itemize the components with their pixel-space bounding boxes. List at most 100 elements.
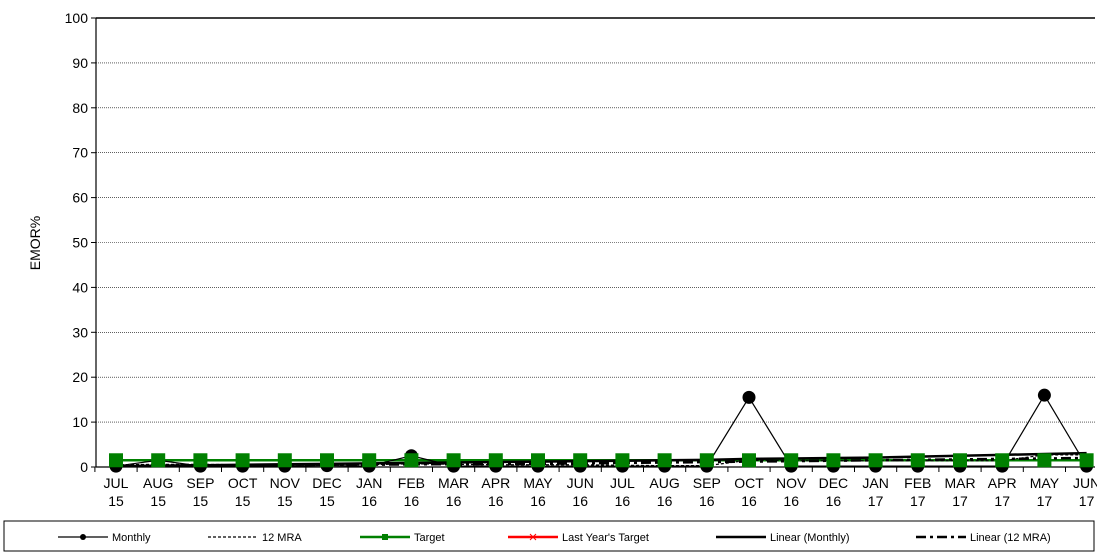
marker-target [657, 453, 672, 468]
marker-target [995, 453, 1010, 468]
x-tick-label-month: NOV [270, 475, 301, 491]
y-tick-label: 0 [80, 459, 88, 475]
legend-marker [529, 533, 537, 541]
x-tick-label-month: DEC [819, 475, 849, 491]
legend-label: Linear (12 MRA) [970, 532, 1051, 544]
x-tick-label-year: 16 [657, 493, 673, 509]
x-tick-label-month: NOV [776, 475, 807, 491]
x-tick-label-year: 15 [193, 493, 209, 509]
legend-marker [80, 534, 86, 540]
x-tick-label-month: FEB [904, 475, 931, 491]
x-tick-label-month: SEP [693, 475, 721, 491]
x-tick-label-month: FEB [398, 475, 425, 491]
x-tick-label-month: DEC [312, 475, 342, 491]
marker-target [320, 453, 334, 468]
x-tick-label-month: JUL [610, 475, 635, 491]
y-tick-label: 70 [72, 145, 88, 161]
x-tick-label-year: 15 [235, 493, 251, 509]
legend-marker [382, 534, 388, 540]
x-tick-label-month: JAN [862, 475, 888, 491]
marker-target [784, 453, 799, 468]
x-tick-label-year: 17 [1079, 493, 1095, 509]
x-tick-label-month: JAN [356, 475, 382, 491]
marker-target [868, 453, 883, 468]
marker-target [615, 453, 630, 468]
x-tick-label-year: 15 [319, 493, 335, 509]
marker-monthly [1037, 388, 1051, 402]
marker-target [193, 453, 208, 468]
marker-target [277, 453, 292, 468]
marker-target [953, 453, 967, 468]
y-tick-label: 30 [72, 324, 88, 340]
x-tick-label-month: MAR [944, 475, 975, 491]
x-tick-label-year: 16 [826, 493, 842, 509]
marker-target [910, 453, 925, 468]
marker-target [826, 453, 841, 468]
x-tick-label-year: 15 [150, 493, 166, 509]
x-tick-label-month: AUG [649, 475, 679, 491]
x-tick-label-year: 16 [361, 493, 377, 509]
y-tick-label: 50 [72, 235, 88, 251]
x-tick-label-year: 17 [868, 493, 884, 509]
marker-target [699, 453, 714, 468]
x-tick-label-year: 16 [783, 493, 799, 509]
marker-target [573, 453, 588, 468]
marker-target [1037, 453, 1052, 468]
y-axis-label: EMOR% [27, 216, 43, 270]
x-tick-label-year: 15 [277, 493, 293, 509]
legend-label: Monthly [112, 532, 151, 544]
x-tick-label-year: 16 [741, 493, 757, 509]
x-tick-label-month: MAY [1030, 475, 1060, 491]
x-tick-label-month: JUN [567, 475, 594, 491]
marker-target [446, 453, 461, 468]
marker-monthly [742, 390, 756, 404]
x-tick-label-year: 16 [404, 493, 420, 509]
legend-label: Target [414, 532, 445, 544]
y-tick-label: 80 [72, 100, 88, 116]
x-tick-label-year: 16 [615, 493, 631, 509]
x-tick-labels: JUL 15 AUG 15 SEP 15 OCT 15 NOV 15 DEC 15 JAN 16 FEB 16… [104, 475, 1097, 509]
x-tick-label-month: AUG [143, 475, 173, 491]
axes [91, 17, 1095, 472]
x-tick-label-month: OCT [734, 475, 764, 491]
legend-label: 12 MRA [262, 532, 302, 544]
x-tick-label-year: 17 [952, 493, 968, 509]
legend-label: Last Year's Target [562, 532, 649, 544]
x-tick-label-month: MAY [523, 475, 553, 491]
y-tick-label: 100 [65, 10, 89, 26]
x-tick-label-month: SEP [186, 475, 214, 491]
x-tick-label-month: JUL [104, 475, 129, 491]
x-tick-label-year: 16 [530, 493, 546, 509]
x-tick-label-year: 17 [910, 493, 926, 509]
x-tick-label-year: 17 [994, 493, 1010, 509]
marker-target [531, 453, 545, 468]
series-line-linear-12-mra [115, 456, 1087, 468]
marker-target [488, 453, 503, 468]
x-tick-label-year: 16 [446, 493, 462, 509]
y-tick-label: 40 [72, 279, 88, 295]
x-tick-label-year: 16 [699, 493, 715, 509]
x-tick-label-year: 16 [488, 493, 504, 509]
marker-target [151, 453, 166, 468]
x-tick-label-month: APR [988, 475, 1017, 491]
x-tick-label-month: APR [481, 475, 510, 491]
marker-target [742, 453, 756, 468]
marker-target [404, 453, 419, 468]
grid-lines [96, 17, 1095, 423]
series-line-monthly [115, 393, 1088, 467]
y-tick-labels: 0 10 20 30 40 50 60 70 80 90 100 [65, 10, 89, 475]
legend: Monthly 12 MRA Target Last Year's Target Lin… [3, 520, 1095, 552]
x-tick-label-year: 16 [572, 493, 588, 509]
legend-label: Linear (Monthly) [770, 532, 849, 544]
x-tick-label-year: 17 [1037, 493, 1053, 509]
series-lines [115, 393, 1088, 468]
marker-target [235, 453, 250, 468]
x-tick-label-month: OCT [228, 475, 258, 491]
y-tick-label: 60 [72, 190, 88, 206]
marker-target [109, 453, 123, 468]
series-markers [109, 388, 1094, 473]
y-tick-label: 10 [72, 414, 88, 430]
y-tick-label: 20 [72, 369, 88, 385]
x-tick-label-month: JUN [1073, 475, 1097, 491]
